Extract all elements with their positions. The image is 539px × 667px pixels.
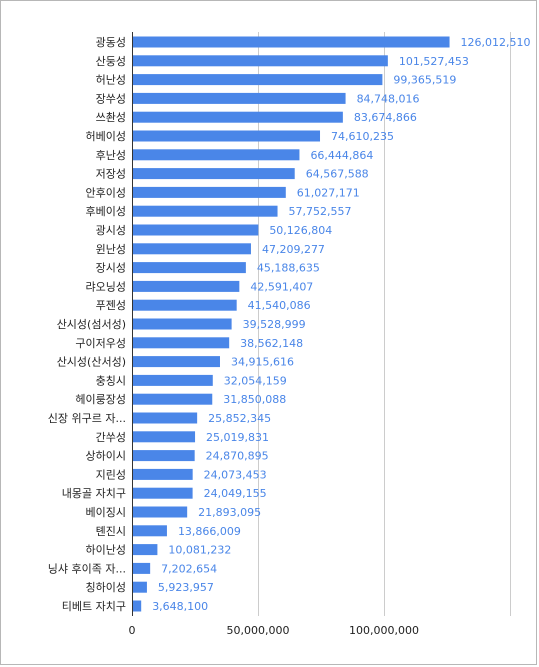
category-label: 저장성 (96, 168, 126, 181)
x-tick-label: 0 (129, 624, 136, 637)
bar (133, 600, 142, 612)
value-label: 32,054,159 (224, 374, 287, 387)
bar (133, 337, 230, 349)
x-tick-label: 50,000,000 (227, 624, 290, 637)
bar (133, 299, 237, 311)
category-label: 장시성 (96, 262, 126, 275)
bar (133, 412, 198, 424)
bar (133, 186, 286, 198)
bar (133, 36, 450, 48)
category-label: 쓰촨성 (96, 111, 126, 124)
value-label: 24,049,155 (204, 487, 267, 500)
category-label: 윈난성 (96, 242, 126, 256)
category-label: 충칭시 (96, 374, 126, 387)
value-label: 34,915,616 (231, 356, 294, 369)
category-label: 랴오닝성 (86, 280, 126, 293)
category-label: 푸젠성 (96, 299, 126, 312)
category-label: 내몽골 자치구 (62, 487, 126, 500)
bar (133, 74, 383, 86)
category-label: 광시성 (96, 224, 126, 237)
value-label: 101,527,453 (399, 55, 469, 68)
category-label: 후베이성 (86, 205, 126, 218)
value-label: 31,850,088 (223, 393, 286, 406)
category-label: 장쑤성 (96, 92, 126, 105)
value-label: 47,209,277 (262, 243, 325, 256)
value-label: 50,126,804 (269, 224, 332, 237)
value-label: 57,752,557 (289, 205, 352, 218)
category-label: 헤이룽장성 (75, 393, 126, 406)
category-label: 하이난성 (86, 543, 126, 557)
bar (133, 92, 346, 104)
value-label: 24,870,895 (206, 450, 269, 463)
category-label: 산시성(섬서성) (57, 318, 126, 331)
category-label: 상하이시 (86, 449, 126, 463)
value-label: 83,674,866 (354, 111, 417, 124)
category-label: 닝샤 후이족 자... (48, 562, 126, 575)
value-label: 61,027,171 (297, 186, 360, 199)
category-label: 신장 위구르 자... (48, 412, 126, 425)
value-label: 99,365,519 (393, 74, 456, 87)
bar (133, 544, 158, 556)
category-label: 베이징시 (86, 506, 126, 519)
bar (133, 450, 195, 462)
value-label: 24,073,453 (204, 468, 267, 481)
category-label: 허베이성 (86, 130, 126, 143)
category-label: 산둥성 (96, 55, 126, 68)
category-label: 후난성 (96, 149, 126, 162)
value-label: 21,893,095 (198, 506, 261, 519)
value-label: 3,648,100 (152, 600, 208, 613)
bar (133, 318, 232, 330)
value-label: 42,591,407 (250, 280, 313, 293)
category-label: 안후이성 (86, 186, 126, 199)
bar (133, 280, 240, 292)
bar (133, 468, 193, 480)
value-label: 126,012,510 (461, 36, 531, 49)
bar (133, 374, 213, 386)
category-label: 산시성(산서성) (57, 356, 126, 369)
bar (133, 224, 259, 236)
category-label: 구이저우성 (75, 337, 126, 350)
bar (133, 149, 300, 161)
value-label: 25,852,345 (208, 412, 271, 425)
bar (133, 487, 193, 499)
bar (133, 111, 343, 123)
bar (133, 168, 295, 180)
category-label: 광동성 (96, 36, 126, 49)
value-label: 74,610,235 (331, 130, 394, 143)
value-label: 84,748,016 (357, 92, 420, 105)
bar (133, 581, 147, 593)
bar (133, 262, 246, 274)
bar (133, 393, 213, 405)
bar (133, 525, 167, 537)
value-label: 66,444,864 (310, 149, 373, 162)
value-label: 64,567,588 (306, 168, 369, 181)
category-label: 칭하이성 (86, 580, 126, 594)
value-label: 10,081,232 (168, 544, 231, 557)
value-label: 25,019,831 (206, 431, 269, 444)
bar (133, 431, 196, 443)
x-tick-label: 100,000,000 (349, 624, 419, 637)
bar (133, 55, 388, 67)
value-label: 38,562,148 (240, 337, 303, 350)
category-label: 티베트 자치구 (62, 600, 126, 613)
category-label: 지린성 (96, 468, 126, 481)
bar (133, 205, 278, 217)
bar (133, 506, 188, 518)
category-label: 허난성 (96, 74, 126, 87)
bar (133, 356, 220, 368)
bar (133, 562, 151, 574)
category-label: 간쑤성 (96, 431, 126, 444)
value-label: 39,528,999 (243, 318, 306, 331)
bar (133, 130, 321, 142)
bar (133, 243, 251, 255)
value-label: 13,866,009 (178, 525, 241, 538)
value-label: 45,188,635 (257, 262, 320, 275)
category-label: 톈진시 (96, 525, 126, 538)
value-label: 5,923,957 (158, 581, 214, 594)
value-label: 7,202,654 (161, 562, 217, 575)
value-label: 41,540,086 (248, 299, 311, 312)
